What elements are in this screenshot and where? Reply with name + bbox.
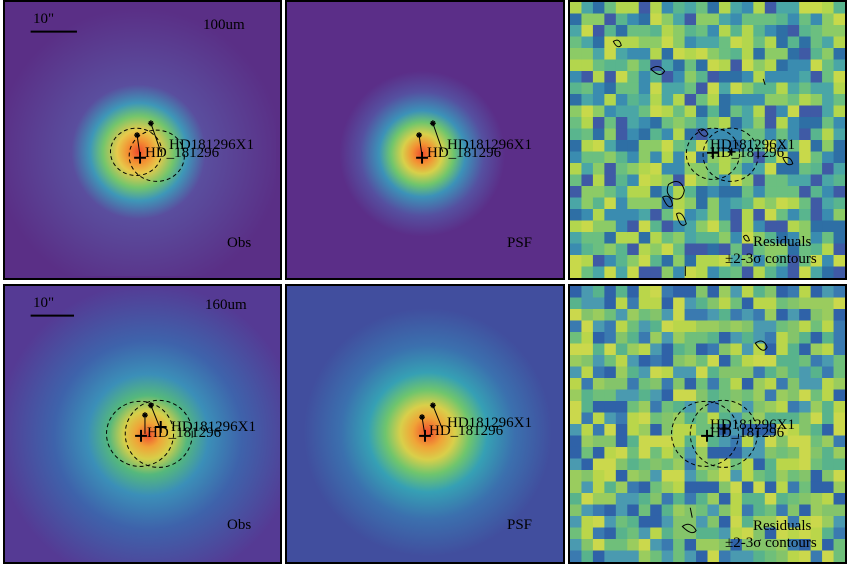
image-100um-psf	[287, 2, 563, 278]
source-label: HD181296X1	[171, 419, 256, 435]
annotations-160um-residuals	[671, 340, 768, 534]
contours-label: ±2-3σ contours	[725, 251, 817, 267]
target-label: HD_181296	[145, 145, 220, 161]
source-label: HD181296X1	[447, 415, 532, 431]
annotations-100um-obs	[30, 30, 185, 182]
scale-bar-label: 10"	[33, 295, 55, 311]
source-label: HD181296X1	[710, 417, 795, 433]
image-160um-obs	[5, 286, 280, 562]
annotations-100um-psf	[416, 120, 444, 164]
target-label: HD_181296	[147, 425, 222, 441]
contours-label: ±2-3σ contours	[725, 535, 817, 551]
corner-label: Residuals	[753, 518, 812, 534]
corner-label: Obs	[227, 235, 252, 251]
panel-160um-obs: 10" 160um HD181296X1 HD_181296 Obs	[3, 284, 282, 564]
target-label: HD_181296	[710, 425, 785, 441]
corner-label: PSF	[507, 517, 533, 533]
annotations-160um-obs	[30, 314, 193, 468]
corner-label: PSF	[507, 235, 533, 251]
panel-100um-residuals: HD181296X1 HD_181296 Residuals ±2-3σ con…	[568, 0, 847, 280]
target-label: HD_181296	[429, 423, 504, 439]
image-160um-residuals	[570, 286, 845, 562]
panel-160um-residuals: HD181296X1 HD_181296 Residuals ±2-3σ con…	[568, 284, 847, 564]
panel-100um-obs: 10" 100um HD181296X1 HD_181296 Obs	[3, 0, 282, 280]
scale-bar-label: 10"	[33, 11, 55, 27]
corner-label: Residuals	[753, 234, 812, 250]
band-label: 100um	[203, 17, 245, 33]
annotations-100um-residuals	[612, 39, 794, 277]
image-100um-obs	[5, 2, 280, 278]
image-160um-psf	[287, 286, 563, 562]
annotations-160um-psf	[419, 402, 444, 442]
corner-label: Obs	[227, 517, 252, 533]
band-label: 160um	[205, 297, 247, 313]
target-label: HD_181296	[710, 145, 785, 161]
target-label: HD_181296	[427, 145, 502, 161]
image-100um-residuals	[570, 2, 845, 278]
source-label: HD181296X1	[169, 137, 254, 153]
source-label: HD181296X1	[710, 137, 795, 153]
panel-100um-psf: HD181296X1 HD_181296 PSF	[285, 0, 565, 280]
panel-160um-psf: HD181296X1 HD_181296 PSF	[285, 284, 565, 564]
source-label: HD181296X1	[447, 137, 532, 153]
